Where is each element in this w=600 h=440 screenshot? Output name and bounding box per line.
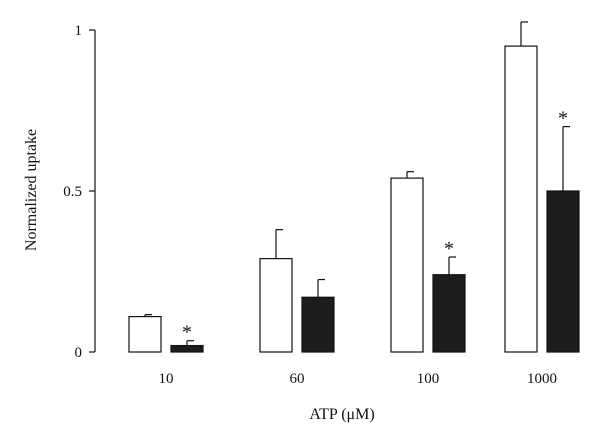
bar [504, 45, 538, 353]
bar [432, 274, 466, 353]
x-tick-label: 100 [417, 371, 440, 387]
bar [301, 296, 335, 353]
bar [390, 177, 424, 353]
x-tick-label: 1000 [527, 371, 557, 387]
y-tick-label: 1 [75, 23, 83, 39]
bars: * * * [128, 21, 580, 353]
bar [170, 344, 204, 353]
bar [546, 190, 580, 353]
x-axis-title: ATP (μM) [309, 406, 374, 423]
y-tick-label: 0 [75, 345, 83, 361]
x-axis: 10 60 100 1000 [159, 371, 558, 387]
y-axis: 00.51 [63, 23, 96, 361]
bar [259, 258, 293, 353]
x-tick-label: 60 [290, 371, 305, 387]
x-tick-label: 10 [159, 371, 174, 387]
significance-marker: * [182, 322, 192, 344]
significance-marker: * [444, 238, 454, 260]
bar [128, 315, 162, 353]
significance-marker: * [558, 108, 568, 130]
y-tick-label: 0.5 [63, 184, 82, 200]
y-axis-title: Normalized uptake [23, 129, 40, 251]
